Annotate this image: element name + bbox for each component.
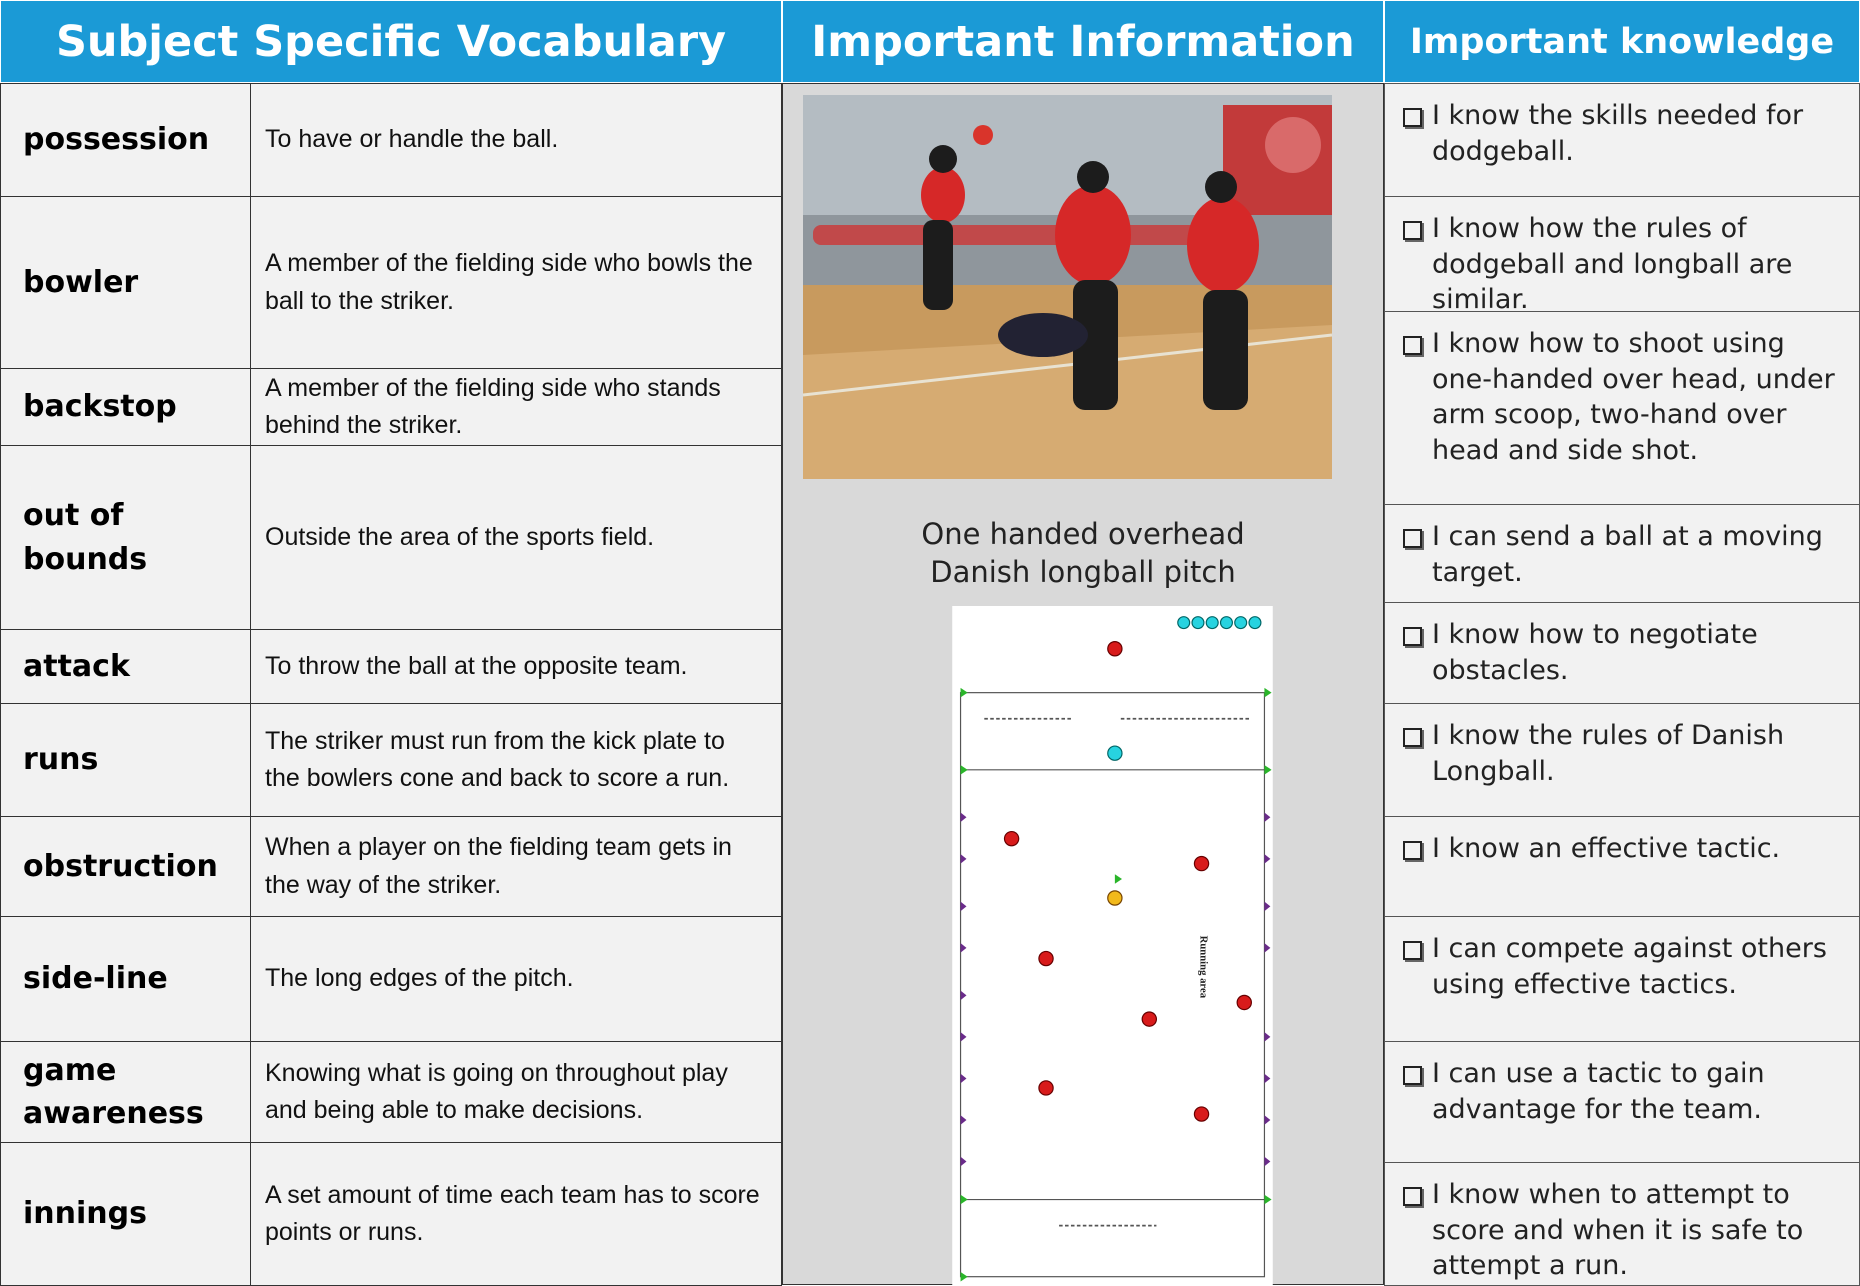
definition: When a player on the fielding team gets …: [250, 816, 782, 917]
knowledge-text: I can compete against others using effec…: [1432, 933, 1827, 1000]
term: possession: [23, 122, 210, 158]
pitch-label: Running area: [1197, 936, 1209, 999]
knowledge-item: I know how the rules of dodgeball and lo…: [1384, 196, 1860, 315]
term: bowler: [23, 264, 139, 300]
definition: Knowing what is going on throughout play…: [250, 1041, 782, 1143]
knowledge-text: I know how to negotiate obstacles.: [1432, 619, 1758, 686]
term: obstruction: [23, 848, 218, 884]
definition: To throw the ball at the opposite team.: [250, 629, 782, 704]
definition: A set amount of time each team has to sc…: [250, 1142, 782, 1286]
term: runs: [23, 742, 99, 778]
term-cell: backstop: [0, 368, 251, 446]
information-header: Important Information: [782, 0, 1384, 83]
term: game awareness: [23, 1052, 204, 1132]
vocabulary-header: Subject Specific Vocabulary: [0, 0, 782, 83]
knowledge-item: I can send a ball at a moving target.: [1384, 504, 1860, 603]
term-cell: runs: [0, 703, 251, 817]
checkbox: [1403, 221, 1422, 240]
term-cell: obstruction: [0, 816, 251, 917]
knowledge-text: I know an effective tactic.: [1432, 833, 1781, 864]
knowledge-text: I can use a tactic to gain advantage for…: [1432, 1058, 1765, 1125]
knowledge-item: I can compete against others using effec…: [1384, 916, 1860, 1042]
knowledge-item: I know how to shoot using one-handed ove…: [1384, 311, 1860, 505]
checkbox: [1403, 1066, 1422, 1085]
term-cell: attack: [0, 629, 251, 704]
knowledge-text: I know the rules of Danish Longball.: [1432, 720, 1785, 787]
knowledge-item: I can use a tactic to gain advantage for…: [1384, 1041, 1860, 1163]
term: innings: [23, 1196, 147, 1232]
knowledge-text: I know when to attempt to score and when…: [1432, 1179, 1804, 1282]
term-cell: game awareness: [0, 1041, 251, 1143]
term-cell: possession: [0, 83, 251, 197]
checkbox: [1403, 1187, 1422, 1206]
caption: One handed overhead: [921, 517, 1245, 551]
definition: To have or handle the ball.: [250, 83, 782, 197]
term: backstop: [23, 389, 177, 425]
checkbox: [1403, 841, 1422, 860]
term-cell: out of bounds: [0, 445, 251, 630]
checkbox: [1403, 108, 1422, 127]
knowledge-text: I know how to shoot using one-handed ove…: [1432, 328, 1835, 466]
definition: The striker must run from the kick plate…: [250, 703, 782, 817]
term: side-line: [23, 961, 168, 997]
knowledge-item: I know an effective tactic.: [1384, 816, 1860, 917]
knowledge-text: I know the skills needed for dodgeball.: [1432, 100, 1804, 167]
definition: The long edges of the pitch.: [250, 916, 782, 1042]
definition: Outside the area of the sports field.: [250, 445, 782, 630]
definition: A member of the fielding side who stands…: [250, 368, 782, 446]
caption: Danish longball pitch: [930, 555, 1236, 589]
photo: [803, 95, 1332, 479]
checkbox: [1403, 336, 1422, 355]
knowledge-item: I know the skills needed for dodgeball.: [1384, 83, 1860, 197]
term: out of bounds: [23, 498, 148, 577]
checkbox: [1403, 627, 1422, 646]
checkbox: [1403, 728, 1422, 747]
checkbox: [1403, 529, 1422, 548]
knowledge-header: Important knowledge: [1384, 0, 1860, 83]
knowledge-text: I know how the rules of dodgeball and lo…: [1432, 213, 1793, 316]
term-cell: bowler: [0, 196, 251, 369]
pitch-diagram: Running area: [952, 606, 1273, 1285]
knowledge-item: I know the rules of Danish Longball.: [1384, 703, 1860, 817]
knowledge-item: I know when to attempt to score and when…: [1384, 1162, 1860, 1286]
knowledge-text: I can send a ball at a moving target.: [1432, 521, 1823, 588]
definition: A member of the fielding side who bowls …: [250, 196, 782, 369]
term-cell: innings: [0, 1142, 251, 1286]
term: attack: [23, 648, 130, 684]
term-cell: side-line: [0, 916, 251, 1042]
knowledge-item: I know how to negotiate obstacles.: [1384, 602, 1860, 704]
checkbox: [1403, 941, 1422, 960]
